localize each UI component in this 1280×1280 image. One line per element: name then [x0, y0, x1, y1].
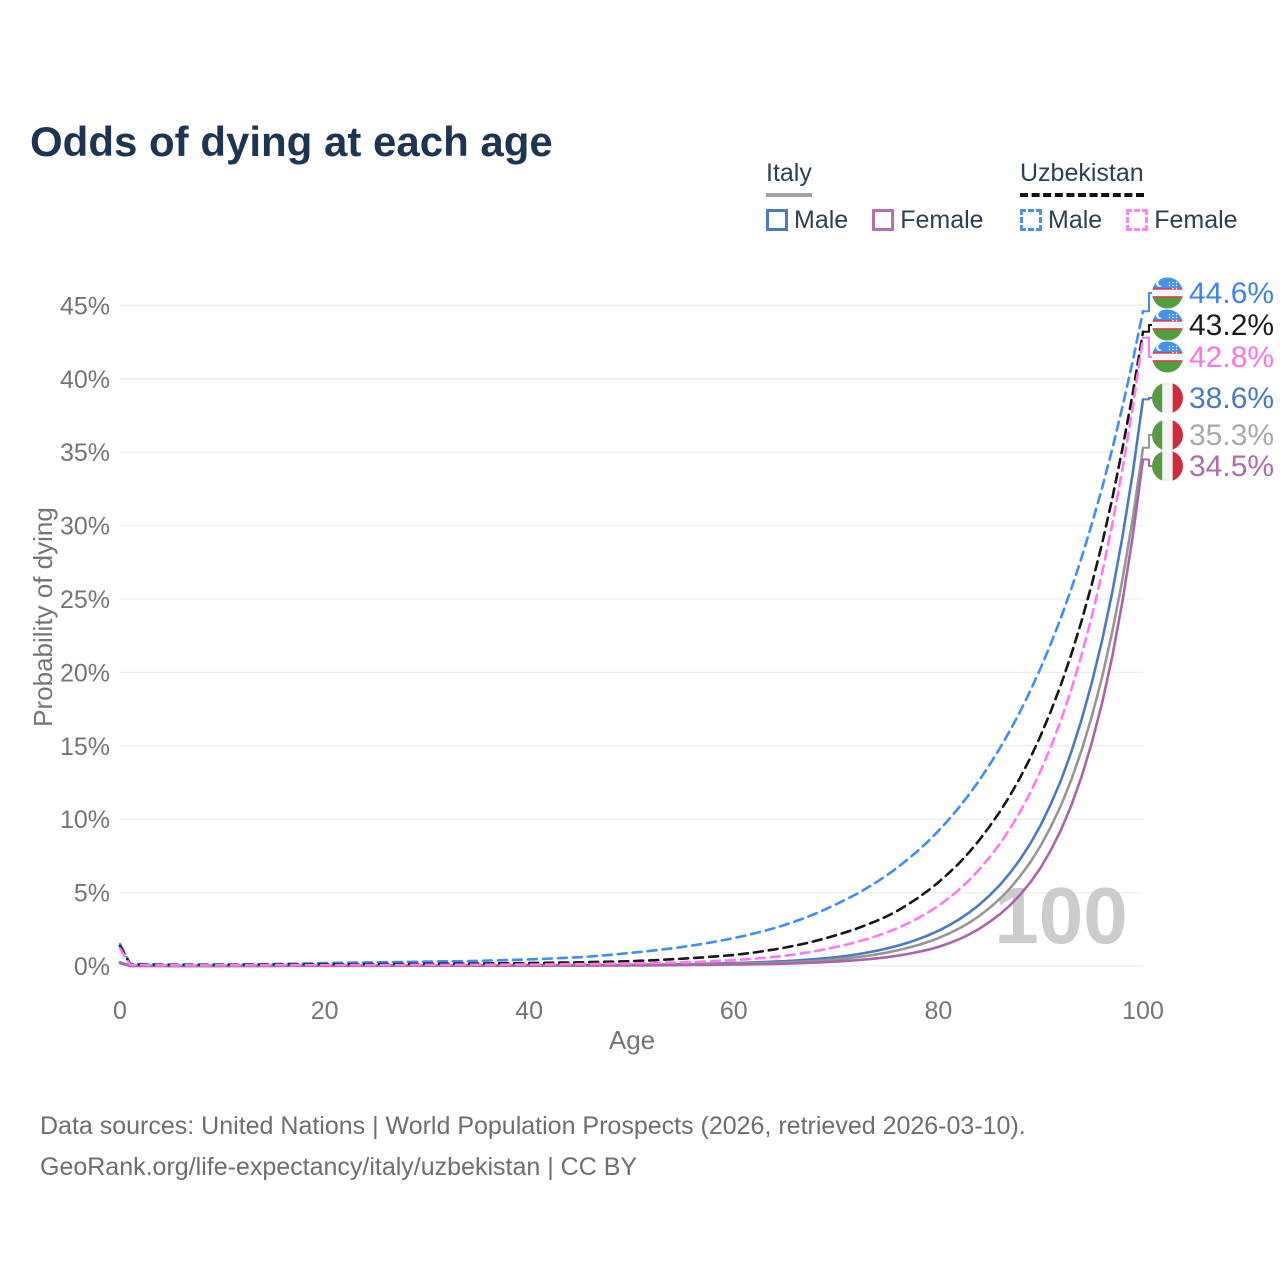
legend-group-uzbekistan: Uzbekistan Male Female	[1020, 159, 1238, 235]
y-tick-label: 15%	[60, 733, 110, 761]
x-tick-label: 20	[311, 997, 339, 1025]
uzbekistan-flag-icon	[1152, 309, 1183, 341]
legend-item-uzbekistan-female[interactable]: Female	[1126, 205, 1238, 235]
legend-item-label: Male	[1048, 205, 1103, 234]
end-label-connector	[1143, 292, 1152, 313]
y-tick-label: 5%	[74, 880, 110, 908]
y-tick-label: 25%	[60, 586, 110, 614]
y-tick-label: 35%	[60, 439, 110, 467]
uzbekistan-flag-icon	[1152, 341, 1183, 373]
end-value-label-uzbekistan-female: 42.8%	[1189, 341, 1274, 374]
end-label-connector	[1143, 397, 1152, 401]
y-axis-title: Probability of dying	[28, 507, 58, 727]
x-tick-label: 100	[1122, 997, 1164, 1025]
x-tick-label: 40	[515, 997, 543, 1025]
end-value-label-italy-male: 38.6%	[1189, 382, 1274, 415]
x-tick-label: 80	[924, 997, 952, 1025]
end-label-connector	[1143, 336, 1152, 358]
uzbekistan-male-swatch-icon	[1020, 209, 1042, 231]
page-title: Odds of dying at each age	[30, 118, 553, 166]
uzbekistan-female-swatch-icon	[1126, 209, 1149, 231]
y-tick-label: 20%	[60, 659, 110, 687]
italy-flag-icon	[1152, 419, 1183, 451]
footer-attribution: GeoRank.org/life-expectancy/italy/uzbeki…	[40, 1153, 638, 1181]
legend-group-italy: Italy Male Female	[766, 159, 984, 235]
end-label-connector	[1143, 324, 1152, 333]
end-value-label-uzbekistan-male: 44.6%	[1189, 277, 1274, 310]
legend-item-label: Female	[1154, 205, 1238, 234]
italy-flag-icon	[1152, 382, 1183, 414]
y-tick-label: 40%	[60, 366, 110, 394]
end-value-label-uzbekistan-both: 43.2%	[1189, 309, 1274, 342]
x-tick-label: 0	[113, 997, 127, 1025]
y-tick-label: 45%	[60, 292, 110, 320]
line-uzbekistan-female[interactable]	[118, 336, 1145, 967]
legend-item-label: Male	[794, 205, 849, 234]
hover-age-watermark: 100	[994, 871, 1127, 960]
legend-item-label: Female	[900, 205, 984, 234]
line-italy-female[interactable]	[118, 458, 1145, 968]
y-tick-label: 30%	[60, 513, 110, 541]
line-italy-male[interactable]	[118, 398, 1145, 968]
y-tick-label: 10%	[60, 806, 110, 834]
italy-female-swatch-icon	[872, 209, 895, 231]
legend-item-italy-female[interactable]: Female	[872, 205, 984, 235]
line-uzbekistan-both[interactable]	[118, 330, 1145, 967]
x-tick-label: 60	[720, 997, 748, 1025]
end-value-label-italy-female: 34.5%	[1189, 450, 1274, 483]
italy-flag-icon	[1152, 450, 1183, 482]
y-tick-label: 0%	[74, 953, 110, 981]
line-uzbekistan-male[interactable]	[118, 310, 1145, 966]
italy-male-swatch-icon	[766, 209, 788, 231]
footer: Data sources: United Nations | World Pop…	[40, 1106, 1026, 1188]
x-axis-title: Age	[609, 1025, 655, 1055]
legend-country-italy[interactable]: Italy	[766, 159, 812, 197]
footer-data-sources: Data sources: United Nations | World Pop…	[40, 1112, 1026, 1140]
legend-item-uzbekistan-male[interactable]: Male	[1020, 206, 1102, 235]
legend-country-uzbekistan[interactable]: Uzbekistan	[1020, 159, 1144, 197]
legend-item-italy-male[interactable]: Male	[766, 206, 848, 235]
end-label-connector	[1143, 458, 1152, 467]
end-label-connector	[1143, 434, 1152, 449]
end-value-label-italy-both: 35.3%	[1189, 419, 1274, 452]
uzbekistan-flag-icon	[1152, 277, 1183, 309]
